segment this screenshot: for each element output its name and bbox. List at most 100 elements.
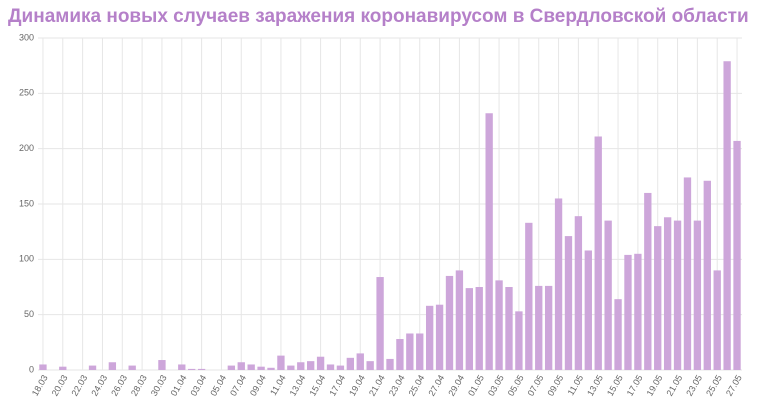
bar [128,365,136,370]
x-tick-label: 03.05 [486,373,506,398]
bar [683,177,692,370]
x-tick-label: 26.03 [109,373,129,398]
bar [406,333,414,370]
bar [158,360,166,370]
bar [654,226,662,370]
bar [297,362,305,370]
bar [634,253,642,370]
bar [257,366,265,370]
bar [525,222,533,370]
x-tick-label: 23.05 [684,373,704,398]
x-tick-label: 11.05 [566,373,586,397]
bar [366,361,374,370]
bar [425,305,434,370]
x-tick-label: 11.04 [268,373,288,397]
bar [39,364,47,370]
x-tick-label: 13.04 [288,373,308,398]
x-tick-label: 01.05 [466,373,486,398]
x-tick-label: 21.05 [664,373,684,398]
y-tick-label: 100 [19,254,34,264]
bar [713,270,721,370]
bar [108,362,117,370]
bar [445,275,454,370]
y-tick-label: 300 [19,32,34,42]
x-tick-label: 19.04 [347,373,367,398]
bar [396,339,404,370]
x-tick-label: 25.04 [407,373,427,398]
x-tick-label: 23.04 [387,373,407,398]
bar [277,355,285,370]
bar [554,198,563,370]
x-tick-label: 27.05 [724,373,744,398]
bar [574,216,583,370]
x-tick-label: 18.03 [30,373,50,398]
bar [336,365,345,370]
bar [346,357,355,370]
x-tick-label: 21.04 [367,373,387,398]
bar [673,220,682,370]
bar [515,311,523,370]
x-tick-label: 28.03 [129,373,149,398]
bar [614,299,622,370]
bar [604,220,612,370]
x-tick-label: 05.04 [208,373,228,398]
bar [227,365,236,370]
x-tick-label: 19.05 [645,373,665,398]
x-tick-label: 22.03 [69,373,89,398]
bar [316,356,325,370]
x-tick-label: 15.04 [307,373,327,398]
bar [237,362,245,370]
bar [188,368,196,370]
x-tick-label: 07.05 [526,373,546,398]
x-tick-label: 05.05 [506,373,526,398]
bar [356,353,364,370]
bar [663,217,672,370]
bar [416,333,424,370]
x-tick-label: 17.05 [625,373,645,398]
y-tick-label: 250 [19,88,34,98]
bar [247,364,255,370]
bar [475,287,483,370]
bar [594,136,602,370]
bar [178,364,186,370]
x-tick-label: 24.03 [89,373,109,398]
bar [723,61,731,371]
x-tick-label: 13.05 [585,373,605,398]
bar [495,280,503,370]
bar [535,285,543,370]
x-tick-label: 07.04 [228,373,248,398]
y-tick-label: 200 [19,143,34,153]
bar [584,250,592,370]
bar [267,367,275,370]
x-tick-label: 09.05 [545,373,565,398]
x-tick-label: 30.03 [149,373,169,398]
bar [465,288,473,370]
bar [544,285,553,370]
bar [197,368,206,370]
bar [326,364,335,370]
bar [88,365,97,370]
bar [505,287,513,370]
x-tick-label: 17.04 [327,373,347,398]
bar [693,220,702,370]
x-tick-label: 27.04 [426,373,446,398]
bar [455,270,464,370]
bar [376,277,384,370]
y-tick-label: 150 [19,198,34,208]
bar [287,365,295,370]
bar [59,366,67,370]
bar [703,180,711,370]
y-tick-label: 0 [29,364,34,374]
bar [644,192,652,370]
x-tick-label: 15.05 [605,373,625,398]
bar [485,113,493,371]
bar [386,358,394,370]
x-tick-label: 20.03 [50,373,70,398]
y-tick-label: 50 [24,309,34,319]
chart-title: Динамика новых случаев заражения коронав… [8,6,749,27]
bar [624,254,632,370]
bar [564,236,573,370]
x-tick-label: 03.04 [188,373,208,398]
